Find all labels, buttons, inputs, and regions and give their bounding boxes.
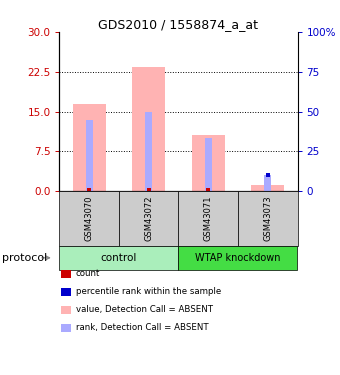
Text: GSM43070: GSM43070 (85, 196, 94, 241)
Text: control: control (101, 253, 137, 263)
Title: GDS2010 / 1558874_a_at: GDS2010 / 1558874_a_at (99, 18, 258, 31)
Text: WTAP knockdown: WTAP knockdown (195, 253, 281, 263)
Bar (192, 135, 225, 191)
Bar (145, 112, 152, 191)
Text: protocol: protocol (2, 253, 47, 263)
Text: count: count (76, 269, 100, 278)
Bar (132, 68, 165, 191)
Bar (264, 176, 271, 191)
Bar (73, 104, 106, 191)
Text: GSM43072: GSM43072 (144, 196, 153, 241)
Text: value, Detection Call = ABSENT: value, Detection Call = ABSENT (76, 305, 213, 314)
Bar (251, 185, 284, 191)
Text: GSM43073: GSM43073 (263, 196, 272, 241)
Text: percentile rank within the sample: percentile rank within the sample (76, 287, 221, 296)
Text: GSM43071: GSM43071 (204, 196, 213, 241)
Text: rank, Detection Call = ABSENT: rank, Detection Call = ABSENT (76, 323, 208, 332)
Bar (86, 120, 93, 191)
Bar (205, 138, 212, 191)
